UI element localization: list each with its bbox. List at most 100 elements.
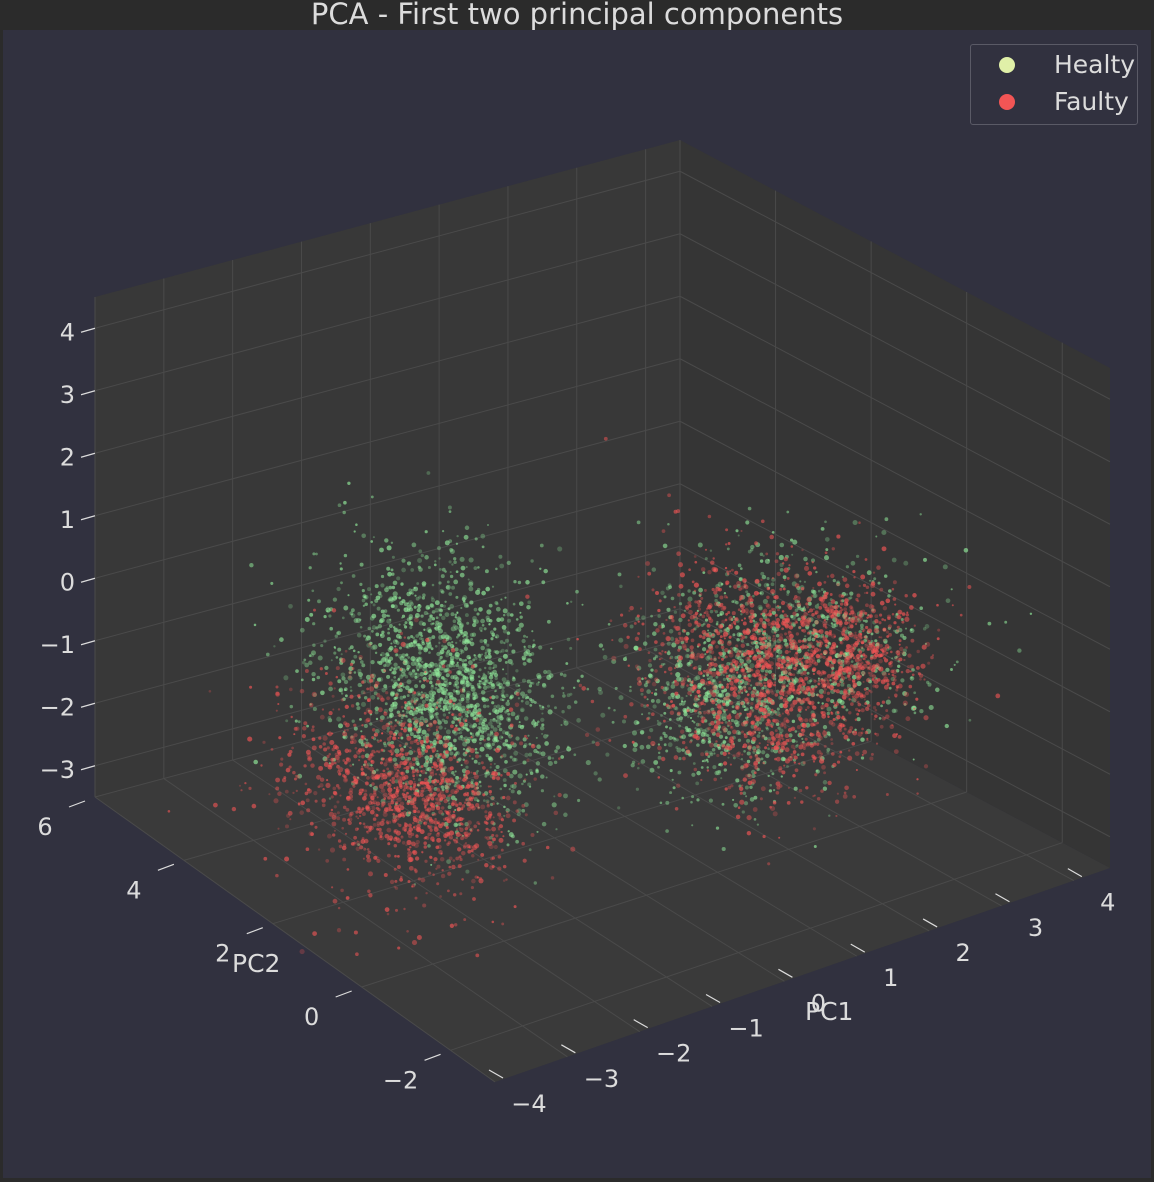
data-point	[435, 728, 439, 732]
data-point	[483, 738, 486, 742]
data-point	[448, 777, 454, 783]
data-point	[412, 815, 417, 820]
data-point	[805, 786, 809, 790]
data-point	[431, 779, 434, 782]
data-point	[677, 562, 684, 568]
data-point	[389, 668, 392, 672]
data-point	[296, 774, 300, 779]
data-point	[408, 671, 413, 676]
data-point	[458, 628, 464, 633]
data-point	[471, 878, 476, 884]
data-point	[355, 810, 359, 814]
data-point	[815, 570, 818, 574]
data-point	[462, 635, 465, 638]
data-point	[406, 667, 410, 671]
data-point	[352, 763, 355, 766]
data-point	[420, 734, 423, 737]
data-point	[448, 835, 454, 840]
data-point	[375, 632, 380, 637]
data-point	[387, 571, 392, 577]
data-point	[444, 738, 450, 744]
side-grid-z	[679, 170, 1111, 400]
data-point	[447, 505, 452, 510]
data-point	[807, 637, 812, 642]
data-point	[415, 596, 420, 601]
data-point	[373, 732, 379, 737]
data-point	[469, 674, 475, 680]
data-point	[702, 674, 706, 678]
data-point	[533, 777, 537, 781]
side-grid-z	[679, 420, 1111, 650]
data-point	[440, 590, 445, 594]
data-point	[856, 717, 861, 722]
data-point	[799, 717, 804, 723]
data-point	[402, 709, 405, 713]
data-point	[963, 548, 969, 553]
data-point	[327, 715, 332, 720]
data-point	[420, 813, 426, 819]
data-point	[465, 869, 470, 874]
data-point	[511, 783, 517, 789]
data-point	[420, 660, 424, 664]
data-point	[414, 661, 420, 667]
data-point	[364, 773, 367, 777]
data-point	[595, 741, 600, 747]
data-point	[815, 769, 819, 773]
data-point	[678, 655, 683, 661]
data-point	[363, 763, 366, 767]
data-point	[333, 651, 337, 655]
data-point	[808, 641, 813, 647]
data-point	[473, 824, 478, 829]
data-point	[414, 615, 418, 619]
data-point	[639, 607, 643, 610]
data-point	[262, 740, 266, 744]
data-point	[779, 568, 784, 572]
data-point	[896, 625, 900, 629]
data-point	[361, 589, 365, 593]
data-point	[713, 716, 716, 719]
data-point	[419, 793, 424, 797]
data-point	[761, 734, 766, 739]
data-point	[446, 580, 450, 584]
data-point	[387, 598, 391, 602]
data-point	[424, 703, 429, 708]
data-point	[785, 684, 789, 688]
data-point	[385, 758, 390, 763]
data-point	[464, 638, 469, 643]
data-point	[400, 722, 406, 728]
data-point	[370, 629, 374, 633]
data-point	[484, 836, 488, 839]
data-point	[409, 788, 413, 791]
data-point	[473, 566, 478, 570]
data-point	[324, 758, 328, 762]
data-point	[557, 792, 562, 798]
data-point	[420, 750, 426, 756]
data-point	[448, 652, 453, 657]
data-point	[881, 529, 887, 536]
data-point	[399, 631, 404, 636]
data-point	[417, 565, 421, 569]
data-point	[570, 846, 576, 852]
data-point	[665, 681, 670, 685]
data-point	[377, 740, 380, 743]
back-grid-z	[94, 233, 681, 392]
data-point	[424, 749, 429, 753]
data-point	[333, 829, 336, 832]
data-point	[713, 752, 716, 755]
data-point	[472, 696, 476, 701]
data-point	[490, 802, 494, 807]
data-point	[360, 701, 367, 707]
data-point	[504, 660, 508, 664]
data-point	[428, 676, 433, 681]
data-point	[737, 534, 740, 537]
data-point	[476, 769, 479, 773]
data-point	[469, 724, 473, 728]
data-point	[476, 786, 479, 790]
data-point	[677, 662, 683, 668]
data-point	[546, 669, 552, 675]
data-point	[509, 723, 514, 728]
data-point	[437, 793, 442, 798]
data-point	[486, 523, 490, 527]
data-point	[423, 777, 428, 782]
data-point	[462, 682, 468, 688]
